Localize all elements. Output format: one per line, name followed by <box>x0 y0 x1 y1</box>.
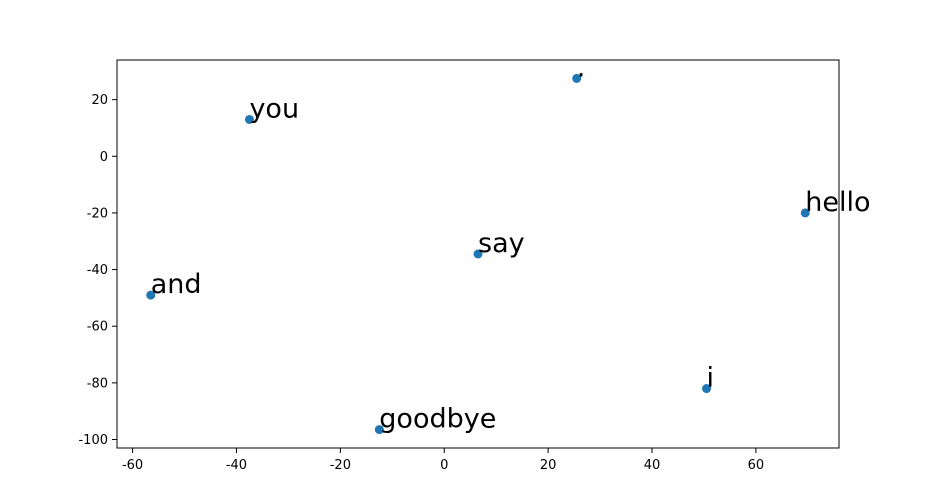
data-point <box>800 208 810 218</box>
x-tick-label: -20 <box>330 458 351 473</box>
data-point <box>572 73 582 83</box>
y-tick-label: 20 <box>91 93 108 108</box>
data-point-label: i <box>707 363 715 394</box>
data-points: you. hello say and i goodbye <box>146 52 870 435</box>
data-point <box>702 384 712 394</box>
y-axis: 20 0 -20 -40 -60 -80 -100 <box>78 93 117 448</box>
data-point <box>146 290 156 300</box>
data-point-label: and <box>151 269 202 300</box>
y-tick-label: -80 <box>87 376 108 391</box>
y-tick-label: 0 <box>100 150 108 165</box>
data-point-label: . <box>577 52 586 83</box>
x-tick-label: 0 <box>440 458 448 473</box>
y-tick-label: -20 <box>87 206 108 221</box>
data-point-label: you <box>249 93 299 124</box>
x-axis: -60 -40 -20 0 20 40 60 <box>122 448 764 473</box>
x-tick-label: 40 <box>644 458 661 473</box>
data-point-label: hello <box>805 187 870 218</box>
x-tick-label: -60 <box>122 458 143 473</box>
x-tick-label: 60 <box>748 458 765 473</box>
y-tick-label: -60 <box>87 320 108 335</box>
data-point-label: goodbye <box>379 404 496 435</box>
data-point <box>473 249 483 259</box>
x-tick-label: 20 <box>540 458 557 473</box>
x-tick-label: -40 <box>226 458 247 473</box>
y-tick-label: -100 <box>78 433 108 448</box>
data-point <box>374 425 384 435</box>
data-point-label: say <box>478 228 525 259</box>
data-point <box>244 114 254 124</box>
y-tick-label: -40 <box>87 263 108 278</box>
